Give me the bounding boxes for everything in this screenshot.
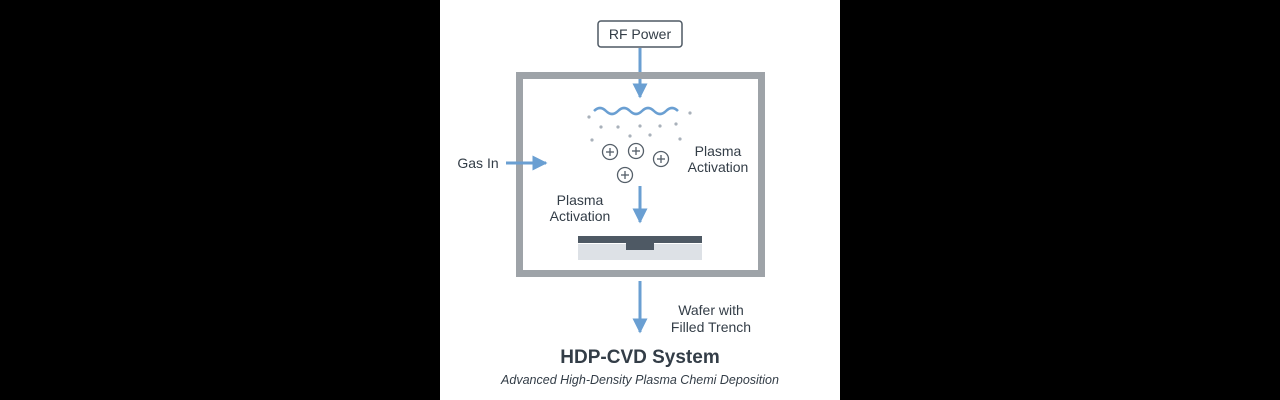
wafer-output-label: Wafer with Filled Trench xyxy=(671,302,751,335)
plus-circle-icon xyxy=(652,150,670,168)
wafer xyxy=(578,236,702,260)
plasma-activation-right-line2: Activation xyxy=(688,159,749,175)
diagram-title: HDP-CVD System xyxy=(560,347,719,368)
chamber-wall xyxy=(516,72,765,277)
plasma-particles xyxy=(587,111,692,142)
plasma-activation-right-line1: Plasma xyxy=(695,143,742,159)
wafer-output-line2: Filled Trench xyxy=(671,319,751,335)
filled-trench xyxy=(626,236,654,250)
plasma-activation-right: Plasma Activation xyxy=(688,143,749,175)
plus-circle-icon xyxy=(601,143,619,161)
diagram-subtitle: Advanced High-Density Plasma Chemi Depos… xyxy=(500,373,779,387)
gas-in-label: Gas In xyxy=(457,155,498,171)
plasma-activation-left: Plasma Activation xyxy=(550,192,611,224)
plus-circle-icon xyxy=(627,142,645,160)
rf-power-box: RF Power xyxy=(597,20,683,48)
rf-power-label: RF Power xyxy=(609,26,672,42)
sine-wave-icon xyxy=(593,106,679,116)
wafer-output-line1: Wafer with xyxy=(678,302,744,318)
plasma-activation-left-line2: Activation xyxy=(550,208,611,224)
plasma-activation-left-line1: Plasma xyxy=(557,192,604,208)
ion-group xyxy=(601,142,670,184)
plus-circle-icon xyxy=(616,166,634,184)
